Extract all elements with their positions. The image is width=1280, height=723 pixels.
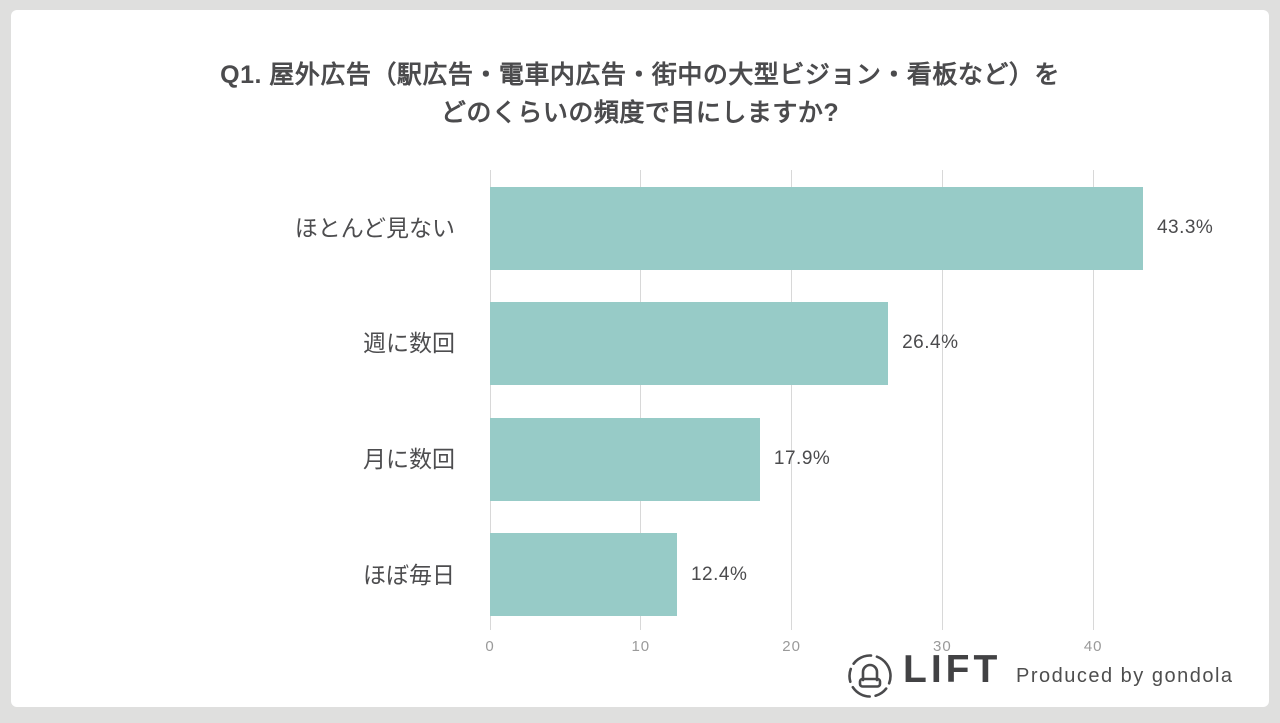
- gridline-10: [640, 170, 642, 630]
- category-label: 月に数回: [363, 446, 455, 472]
- x-tick-label: 30: [933, 638, 952, 655]
- brand-name: LIFT: [903, 648, 1002, 691]
- bar-4: [490, 533, 677, 616]
- x-tick-label: 0: [485, 638, 495, 655]
- chart-title-line-2: どのくらいの頻度で目にしますか?: [440, 99, 840, 127]
- value-label: 12.4%: [690, 563, 748, 585]
- gridline-40: [1092, 170, 1094, 630]
- brand-tagline: Produced by gondola: [1016, 665, 1234, 687]
- lift-logo-icon: [845, 651, 895, 701]
- category-label: ほとんど見ない: [294, 215, 455, 241]
- value-label: 43.3%: [1156, 217, 1214, 238]
- value-label: 17.9%: [773, 448, 831, 469]
- gridline-30: [941, 170, 943, 630]
- x-tick-label: 10: [631, 638, 651, 655]
- chart-title-line-1: Q1. 屋外広告（駅広告・電車内広告・街中の大型ビジョン・看板など）を: [220, 61, 1060, 89]
- x-tick-label: 40: [1083, 638, 1103, 655]
- category-label: ほぼ毎日: [363, 561, 455, 588]
- bar-3: [490, 417, 760, 501]
- x-tick-label: 20: [782, 638, 801, 655]
- bar-2: [490, 301, 889, 385]
- category-label: 週に数回: [363, 330, 455, 356]
- gridline-0: [489, 170, 491, 630]
- chart-title: Q1. 屋外広告（駅広告・電車内広告・街中の大型ビジョン・看板など）を どのくら…: [0, 56, 1280, 132]
- bar-1: [490, 186, 1143, 270]
- bar-chart-plot-area: 0 10 20 30 40 ほとんど見ない 43.3% 週に数回 26.4% 月に数回 17.9% ほ…: [0, 170, 1280, 680]
- gridline-20: [791, 170, 793, 630]
- value-label: 26.4%: [902, 332, 959, 353]
